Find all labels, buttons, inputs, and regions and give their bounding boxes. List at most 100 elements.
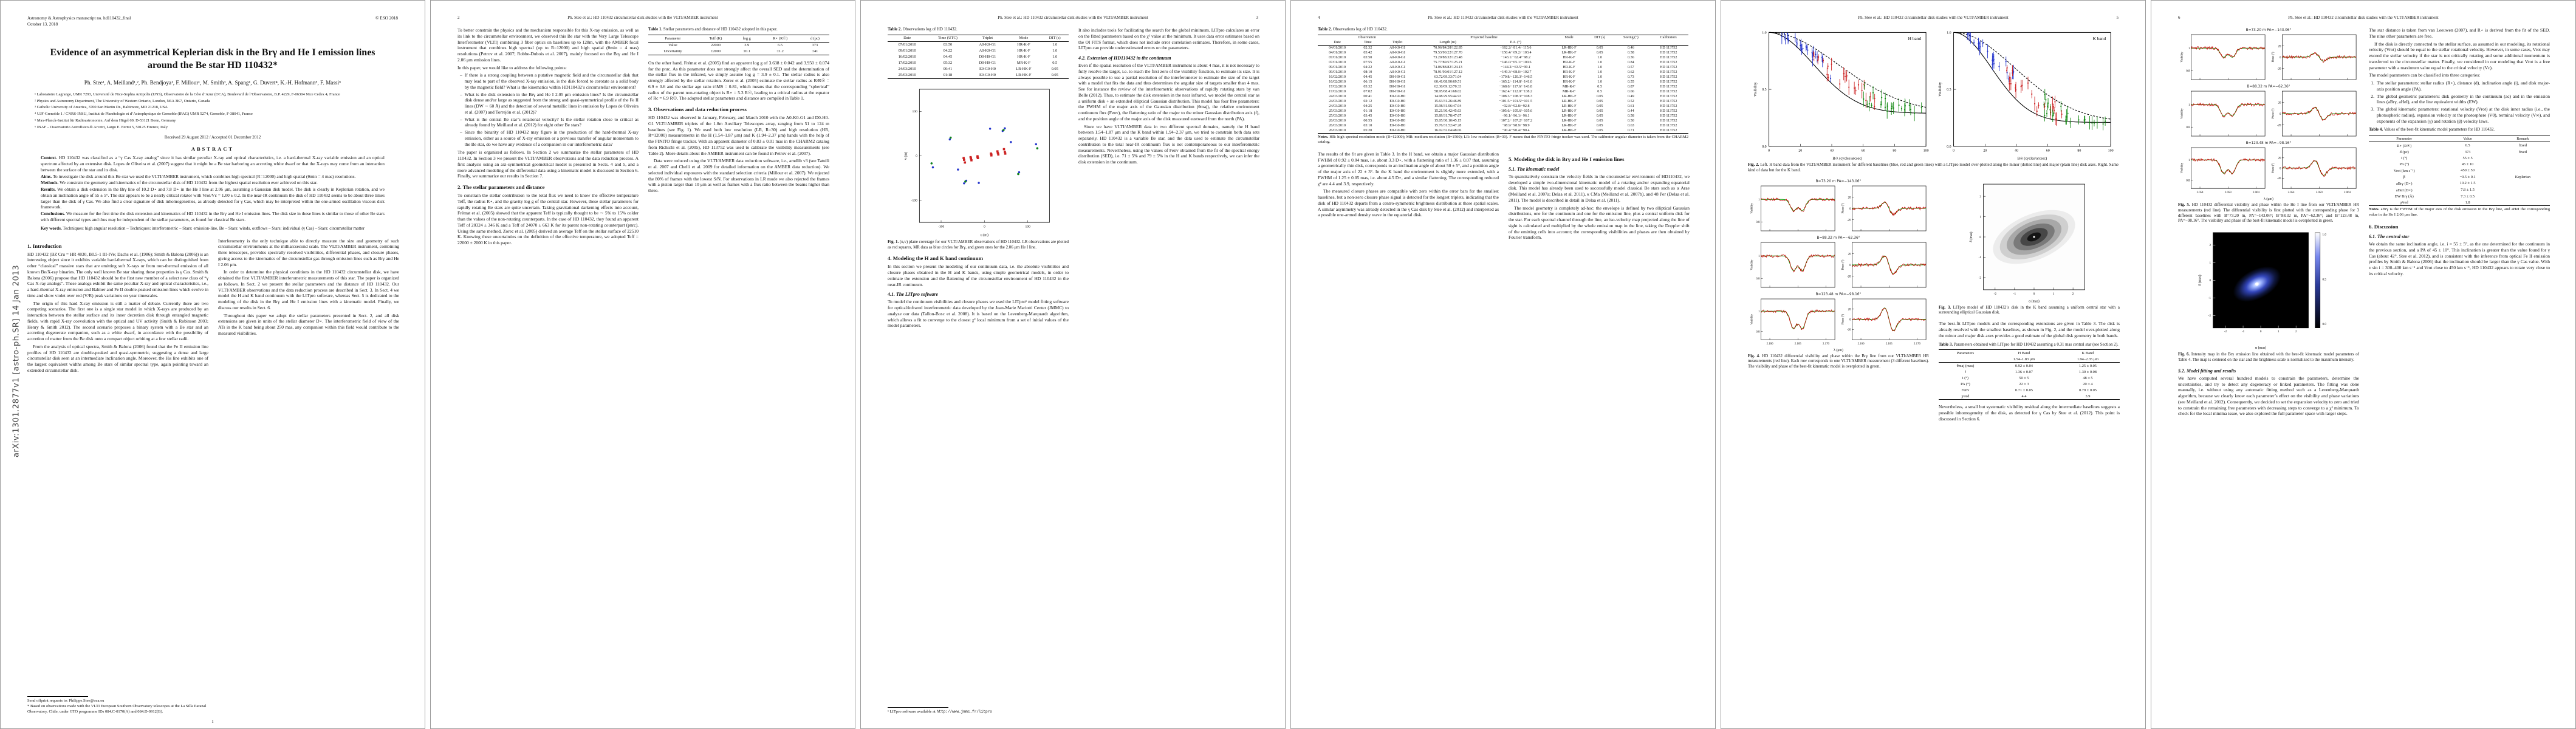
svg-text:40: 40 xyxy=(2015,149,2018,153)
affiliation-item: ⁴ UJF-Grenoble 1 / CNRS-INSU, Institut d… xyxy=(35,112,253,116)
table-4-caption: Table 4. Values of the best-fit kinemati… xyxy=(2369,128,2550,133)
paragraph: Data were reduced using the VLTI/AMBER d… xyxy=(648,158,829,194)
table-row: i (°) 55 ± 5 xyxy=(2401,156,2473,160)
left-column: To better constrain the physics and the … xyxy=(457,27,639,248)
section-observations: 3. Observations and data reduction proce… xyxy=(648,106,747,113)
paragraph: To constrain the stellar contribution to… xyxy=(457,193,639,245)
table-row: Fenv 0.71 ± 0.05 0.79 ± 0.05 xyxy=(1961,388,2097,392)
svg-text:Visibility: Visibility xyxy=(2180,162,2184,173)
table-row: R⋆ (R☉) 6.5 fixed xyxy=(2397,143,2527,148)
abstract-entry: Methods. We constrain the geometry and k… xyxy=(41,180,385,186)
table-row: θmaj (mas) 0.92 ± 0.04 1.25 ± 0.05 xyxy=(1956,363,2097,368)
svg-text:0: 0 xyxy=(1768,149,1770,153)
notes-label: Notes. xyxy=(1318,134,1329,139)
svg-text:2: 2 xyxy=(2295,330,2297,334)
svg-text:-20: -20 xyxy=(1847,329,1851,332)
section-stellar-parameters: 2. The stellar parameters and distance xyxy=(457,184,545,190)
table-row: 04/01/2010 02:32 A0-K0-G1 70.96/84.28/122.8… xyxy=(1329,46,1677,50)
paragraph: The measured closure phases are compatib… xyxy=(1318,188,1499,218)
svg-text:20: 20 xyxy=(1848,308,1851,311)
table-row: 24/03/2010 00:41 E0-G0-H0 14.98/29.95/44.93… xyxy=(1329,94,1677,98)
svg-text:2.160: 2.160 xyxy=(1858,343,1865,346)
keywords-label: Key words. xyxy=(41,225,62,231)
list-item: – What is the central Be star’s rotationa… xyxy=(460,117,639,129)
page-5: Ph. Stee et al.: HD 110432 circumstellar… xyxy=(1721,0,2146,729)
subsection-extension-continuum: 4.2. Extension of HD110432 in the contin… xyxy=(1078,55,1171,61)
running-head: Ph. Stee et al.: HD 110432 circumstellar… xyxy=(888,15,1258,20)
data-table: Parameters H Band K Band 1.54–1.83 μm 1.94–2… xyxy=(1939,349,2120,400)
paragraph: The model parameters can be classified i… xyxy=(2369,72,2481,78)
affiliation-item: ¹ Laboratoire Lagrange, UMR 7293, Univer… xyxy=(35,92,340,97)
figure-5-caption: Fig. 5. HD 110432 differential visibilit… xyxy=(2178,203,2359,224)
abstract-entry: Context. HD 110432 was classified as a “… xyxy=(41,155,385,173)
table-row: 25/03/2010 03:45 E0-G0-H0 15.89/31.78/47.67… xyxy=(1329,114,1677,118)
left-column: 1. Introduction HD 110432 (BZ Cru = HR 4… xyxy=(27,238,208,375)
uv-coverage-plot: -100 -100 0 0 100 100 u (m) v (m) xyxy=(888,85,1069,238)
right-column: 5. Modeling the disk in Brγ and He I emi… xyxy=(1509,151,1690,242)
figure-6: -2 -2 -1 -1 0 0 1 1 2 2 α (mas) δ (mas) 1.0 0.5 0.0 Fi… xyxy=(2178,229,2359,363)
section-continuum-modeling: 4. Modeling the H and K band continuum xyxy=(888,255,983,262)
page5-columns: B=73.20 m PA=−143.06° 0.8 1 Visibility -20 0 2… xyxy=(1748,179,2120,424)
svg-text:δ (mas): δ (mas) xyxy=(1969,231,1973,242)
paragraph: It also includes tools for facilitating … xyxy=(1078,27,1259,51)
page-4: 4 Ph. Stee et al.: HD 110432 circumstell… xyxy=(1290,0,1716,729)
figure-2-caption: Fig. 2. Left. H band data from the VLTI/… xyxy=(1748,163,2119,174)
running-head: 2 Ph. Stee et al.: HD 110432 circumstell… xyxy=(457,15,828,20)
table-row: 09/01/2010 04:22 A0-K0-G1 74.06/88.82/124.1… xyxy=(1329,65,1677,69)
page4-columns: The results of the fit are given in Tabl… xyxy=(1318,151,1690,242)
diff-panel-row: B=123.48 m PA=−98.16° 0.8 1 2.054 2.059 2.064… xyxy=(2178,142,2359,196)
svg-text:0: 0 xyxy=(2280,56,2281,60)
paragraph: In order to determine the physical condi… xyxy=(218,269,399,310)
caption-text: Stellar parameters and distance of HD 11… xyxy=(663,27,778,32)
table-row: EW Brγ (Å) 7.3 ± 0.5 xyxy=(2394,194,2475,199)
list-item-text: Since the binarity of HD 110432 may figu… xyxy=(464,129,639,147)
caption-label: Table 4. xyxy=(2369,128,2383,132)
litpro-link[interactable]: http://www.jmmc.fr/litpro xyxy=(936,710,992,714)
paragraph: The origin of this hard X-ray emission i… xyxy=(27,300,208,342)
paragraph: In this paper, we would like to address … xyxy=(457,64,567,70)
table-row: 25/03/2010 01:18 E0-G0-H0 15.21/30.42/45.63… xyxy=(1329,109,1677,113)
svg-text:0: 0 xyxy=(2280,113,2281,116)
right-column: Table 1. Stellar parameters and distance… xyxy=(648,27,829,196)
svg-text:2.160: 2.160 xyxy=(1767,343,1774,346)
table-row: 09/01/2010 04:22 A0-K0-G1 HR-K-F 1.0 xyxy=(898,49,1058,53)
svg-text:0: 0 xyxy=(1849,207,1851,210)
table-row: 07/01/2010 03:50 A0-K0-G1 73.20/88.32/123.4… xyxy=(1329,55,1677,60)
diff-panels: 0.8 1 Visibility -20 0 20 Phase (°) xyxy=(1748,183,1929,234)
left-column: B=73.20 m PA=−143.06° 0.8 1 Visibility -20 0 2… xyxy=(2178,27,2359,419)
left-column: The results of the fit are given in Tabl… xyxy=(1318,151,1499,220)
svg-text:-1: -1 xyxy=(2242,330,2245,334)
page-6: 6 Ph. Stee et al.: HD 110432 circumstell… xyxy=(2151,0,2576,729)
svg-text:2.059: 2.059 xyxy=(2316,191,2323,194)
figure-2: 0.0 0.5 1.0 0 20 40 60 80 100 B/λ (cycles/arcsec)… xyxy=(1748,27,2119,174)
running-title: Ph. Stee et al.: HD 110432 circumstellar… xyxy=(2288,15,2439,20)
svg-text:-1: -1 xyxy=(1979,256,1982,259)
svg-text:-20: -20 xyxy=(2277,124,2281,127)
table-row: 16/02/2010 04:45 D0-H0-G1 63.72/69.33/71.04… xyxy=(1329,75,1677,79)
abstract-heading: ABSTRACT xyxy=(191,146,235,152)
page6-columns: B=73.20 m PA=−143.06° 0.8 1 Visibility -20 0 2… xyxy=(2178,27,2550,419)
svg-text:B/λ (cycles/arcsec): B/λ (cycles/arcsec) xyxy=(2017,157,2047,161)
subsection-kinematic-model: 5.1. The kinematic model xyxy=(1509,166,1560,172)
svg-text:α (mas): α (mas) xyxy=(2029,299,2040,303)
svg-text:-1: -1 xyxy=(2013,292,2016,296)
bullet-marker: – xyxy=(460,91,462,97)
svg-text:1: 1 xyxy=(2053,292,2055,296)
figure-1: -100 -100 0 0 100 100 u (m) v (m) Fig. 1. (u,v)… xyxy=(888,85,1069,251)
footnote-rule xyxy=(888,707,948,708)
caption-label: Fig. 6. xyxy=(2178,352,2190,357)
paragraph: To model the continuum visibilities and … xyxy=(888,299,1069,329)
table-row: χ²red 4.4 3.9 xyxy=(1939,393,2120,400)
table-row: 07/01/2010 07:55 A0-K0-G1 75.77/89.57/125.2… xyxy=(1329,60,1677,64)
abstract-entry-text: HD 110432 was classified as a “γ Cas X-r… xyxy=(41,155,385,173)
list-item-text: The stellar parameters: stellar radius (… xyxy=(2377,80,2550,92)
intensity-map-image: -2 -2 -1 -1 0 0 1 1 2 2 α (mas) δ (mas) 1.0 0.5 0.0 xyxy=(2178,229,2359,351)
brg-differential-panels: B=73.20 m PA=−143.06° 0.8 1 Visibility -20 0 2… xyxy=(1748,180,1929,348)
svg-text:0.5: 0.5 xyxy=(2323,278,2327,282)
table-4-notes: Notes. aBrγ is the FWHM of the major axi… xyxy=(2369,207,2550,217)
svg-text:60: 60 xyxy=(1862,149,1865,153)
diff-panels: 0.8 1 2.054 2.059 2.064 Visibility -20 0 20 2.054… xyxy=(2178,145,2359,196)
list-item-text: If there is a strong coupling between a … xyxy=(464,72,639,90)
caption-text: Intensity map in the Brγ emission line o… xyxy=(2178,352,2359,363)
svg-text:-20: -20 xyxy=(1847,275,1851,278)
